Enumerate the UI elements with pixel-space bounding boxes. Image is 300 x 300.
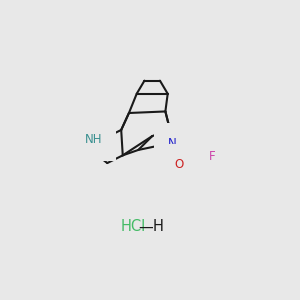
Text: HCl: HCl bbox=[120, 220, 146, 235]
Text: —: — bbox=[139, 220, 153, 235]
Text: O: O bbox=[174, 158, 183, 171]
Text: F: F bbox=[219, 143, 225, 156]
Text: H: H bbox=[152, 220, 163, 235]
Text: N: N bbox=[168, 137, 177, 150]
Text: F: F bbox=[217, 134, 224, 146]
Text: F: F bbox=[209, 150, 216, 164]
Text: NH: NH bbox=[85, 134, 102, 146]
